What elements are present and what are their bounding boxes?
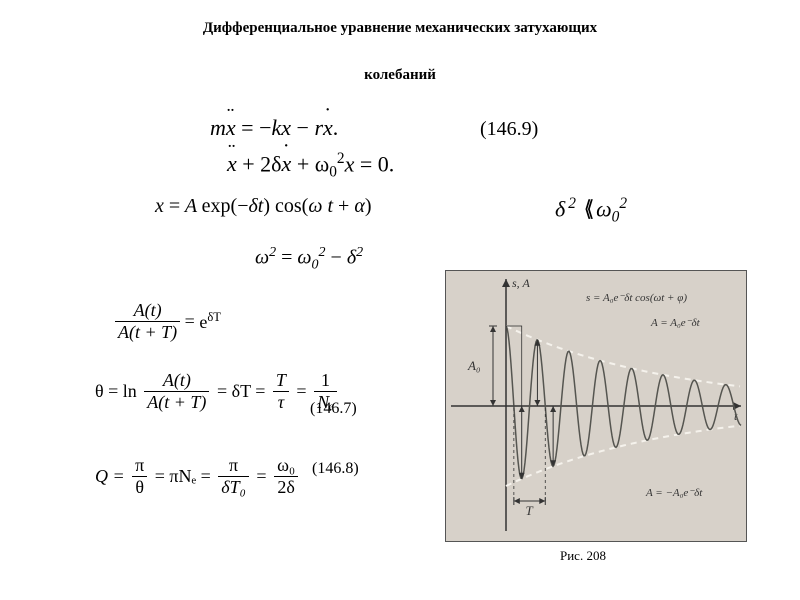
page-subtitle: колебаний [0, 37, 800, 94]
equation-6: θ = ln A(t) A(t + T) = δT = T τ = 1 Nₑ [95, 370, 340, 413]
equation-1-number: (146.9) [480, 118, 538, 141]
svg-text:T: T [526, 503, 534, 518]
equation-7: Q = π θ = πNₑ = π δT₀ = ω₀ 2δ [95, 455, 301, 498]
equation-2: x¨ + 2δx˙ + ω02x = 0. [227, 150, 394, 182]
equation-6-number: (146.7) [310, 400, 357, 418]
damped-oscillation-graph: s, AtA₀Ts = A₀e⁻δt cos(ωt + φ)A = A₀e⁻δt… [445, 270, 747, 542]
graph-caption: Рис. 208 [560, 548, 606, 564]
svg-text:s = A₀e⁻δt cos(ωt + φ): s = A₀e⁻δt cos(ωt + φ) [586, 292, 687, 304]
equation-4: ω2 = ω02 − δ2 [255, 245, 363, 274]
page-title: Дифференциальное уравнение механических … [0, 0, 800, 37]
equation-5: A(t) A(t + T) = eδT [115, 300, 221, 343]
equation-3: x = A exp(−δt) cos(ω t + α) [155, 195, 371, 218]
equation-1: mx¨ = −kx − rx˙. [210, 115, 338, 141]
svg-text:A = −A₀e⁻δt: A = −A₀e⁻δt [645, 487, 703, 499]
equation-7-number: (146.8) [312, 460, 359, 478]
svg-text:s, A: s, A [512, 276, 530, 290]
svg-text:A = A₀e⁻δt: A = A₀e⁻δt [650, 317, 701, 329]
svg-text:A₀: A₀ [467, 358, 480, 373]
equation-3-condition: δ2 ⟨⟨ ω02 [555, 195, 627, 227]
